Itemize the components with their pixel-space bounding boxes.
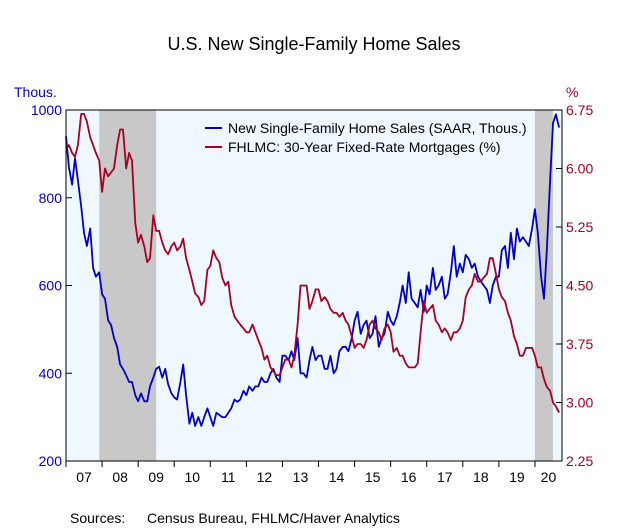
left-axis-unit: Thous. <box>14 84 57 100</box>
legend-label-1: FHLMC: 30-Year Fixed-Rate Mortgages (%) <box>228 139 501 155</box>
x-axis-tick-label-6: 13 <box>293 469 309 485</box>
x-axis-tick-label-8: 15 <box>365 469 381 485</box>
x-axis-tick-label-2: 09 <box>148 469 164 485</box>
x-axis-tick-label-4: 11 <box>221 469 236 485</box>
right-axis-tick-label-4: 3.75 <box>566 336 593 352</box>
left-axis-tick-label-4: 200 <box>39 453 63 469</box>
axes: 1000 800 600 400 200 6.75 6.00 5.25 4.50 3.75 3.00… <box>31 102 594 485</box>
right-axis-tick-label-3: 4.50 <box>566 278 593 294</box>
x-axis-tick-label-13: 20 <box>541 469 557 485</box>
right-axis-tick-label-5: 3.00 <box>566 395 593 411</box>
right-axis-tick-label-6: 2.25 <box>566 453 593 469</box>
x-axis-tick-label-1: 08 <box>112 469 128 485</box>
x-axis-tick-label-0: 07 <box>76 469 92 485</box>
right-axis-tick-label-1: 6.00 <box>566 161 593 177</box>
x-axis-tick-label-5: 12 <box>257 469 273 485</box>
x-axis-tick-label-10: 17 <box>437 469 453 485</box>
left-axis-tick-label-0: 1000 <box>31 102 62 118</box>
x-axis-tick-label-12: 19 <box>509 469 525 485</box>
series-line-home-sales <box>65 113 560 427</box>
x-axis-tick-label-3: 10 <box>184 469 200 485</box>
left-axis-tick-label-1: 800 <box>39 190 63 206</box>
recession-band-0 <box>99 110 157 461</box>
chart-title: U.S. New Single-Family Home Sales <box>167 34 460 54</box>
series-line-mortgage-rate <box>65 113 560 414</box>
x-axis-tick-label-7: 14 <box>329 469 345 485</box>
series-lines <box>65 113 560 427</box>
x-axis-tick-label-11: 18 <box>473 469 489 485</box>
right-axis-unit: % <box>566 84 578 100</box>
legend-label-0: New Single-Family Home Sales (SAAR, Thou… <box>228 120 527 136</box>
sources-text: Census Bureau, FHLMC/Haver Analytics <box>147 510 400 526</box>
left-axis-tick-label-2: 600 <box>39 278 63 294</box>
sources-prefix: Sources: <box>70 510 125 526</box>
x-axis-tick-label-9: 16 <box>401 469 417 485</box>
right-axis-tick-label-2: 5.25 <box>566 219 593 235</box>
legend: New Single-Family Home Sales (SAAR, Thou… <box>205 120 527 155</box>
right-axis-tick-label-0: 6.75 <box>566 102 593 118</box>
left-axis-tick-label-3: 400 <box>39 365 63 381</box>
